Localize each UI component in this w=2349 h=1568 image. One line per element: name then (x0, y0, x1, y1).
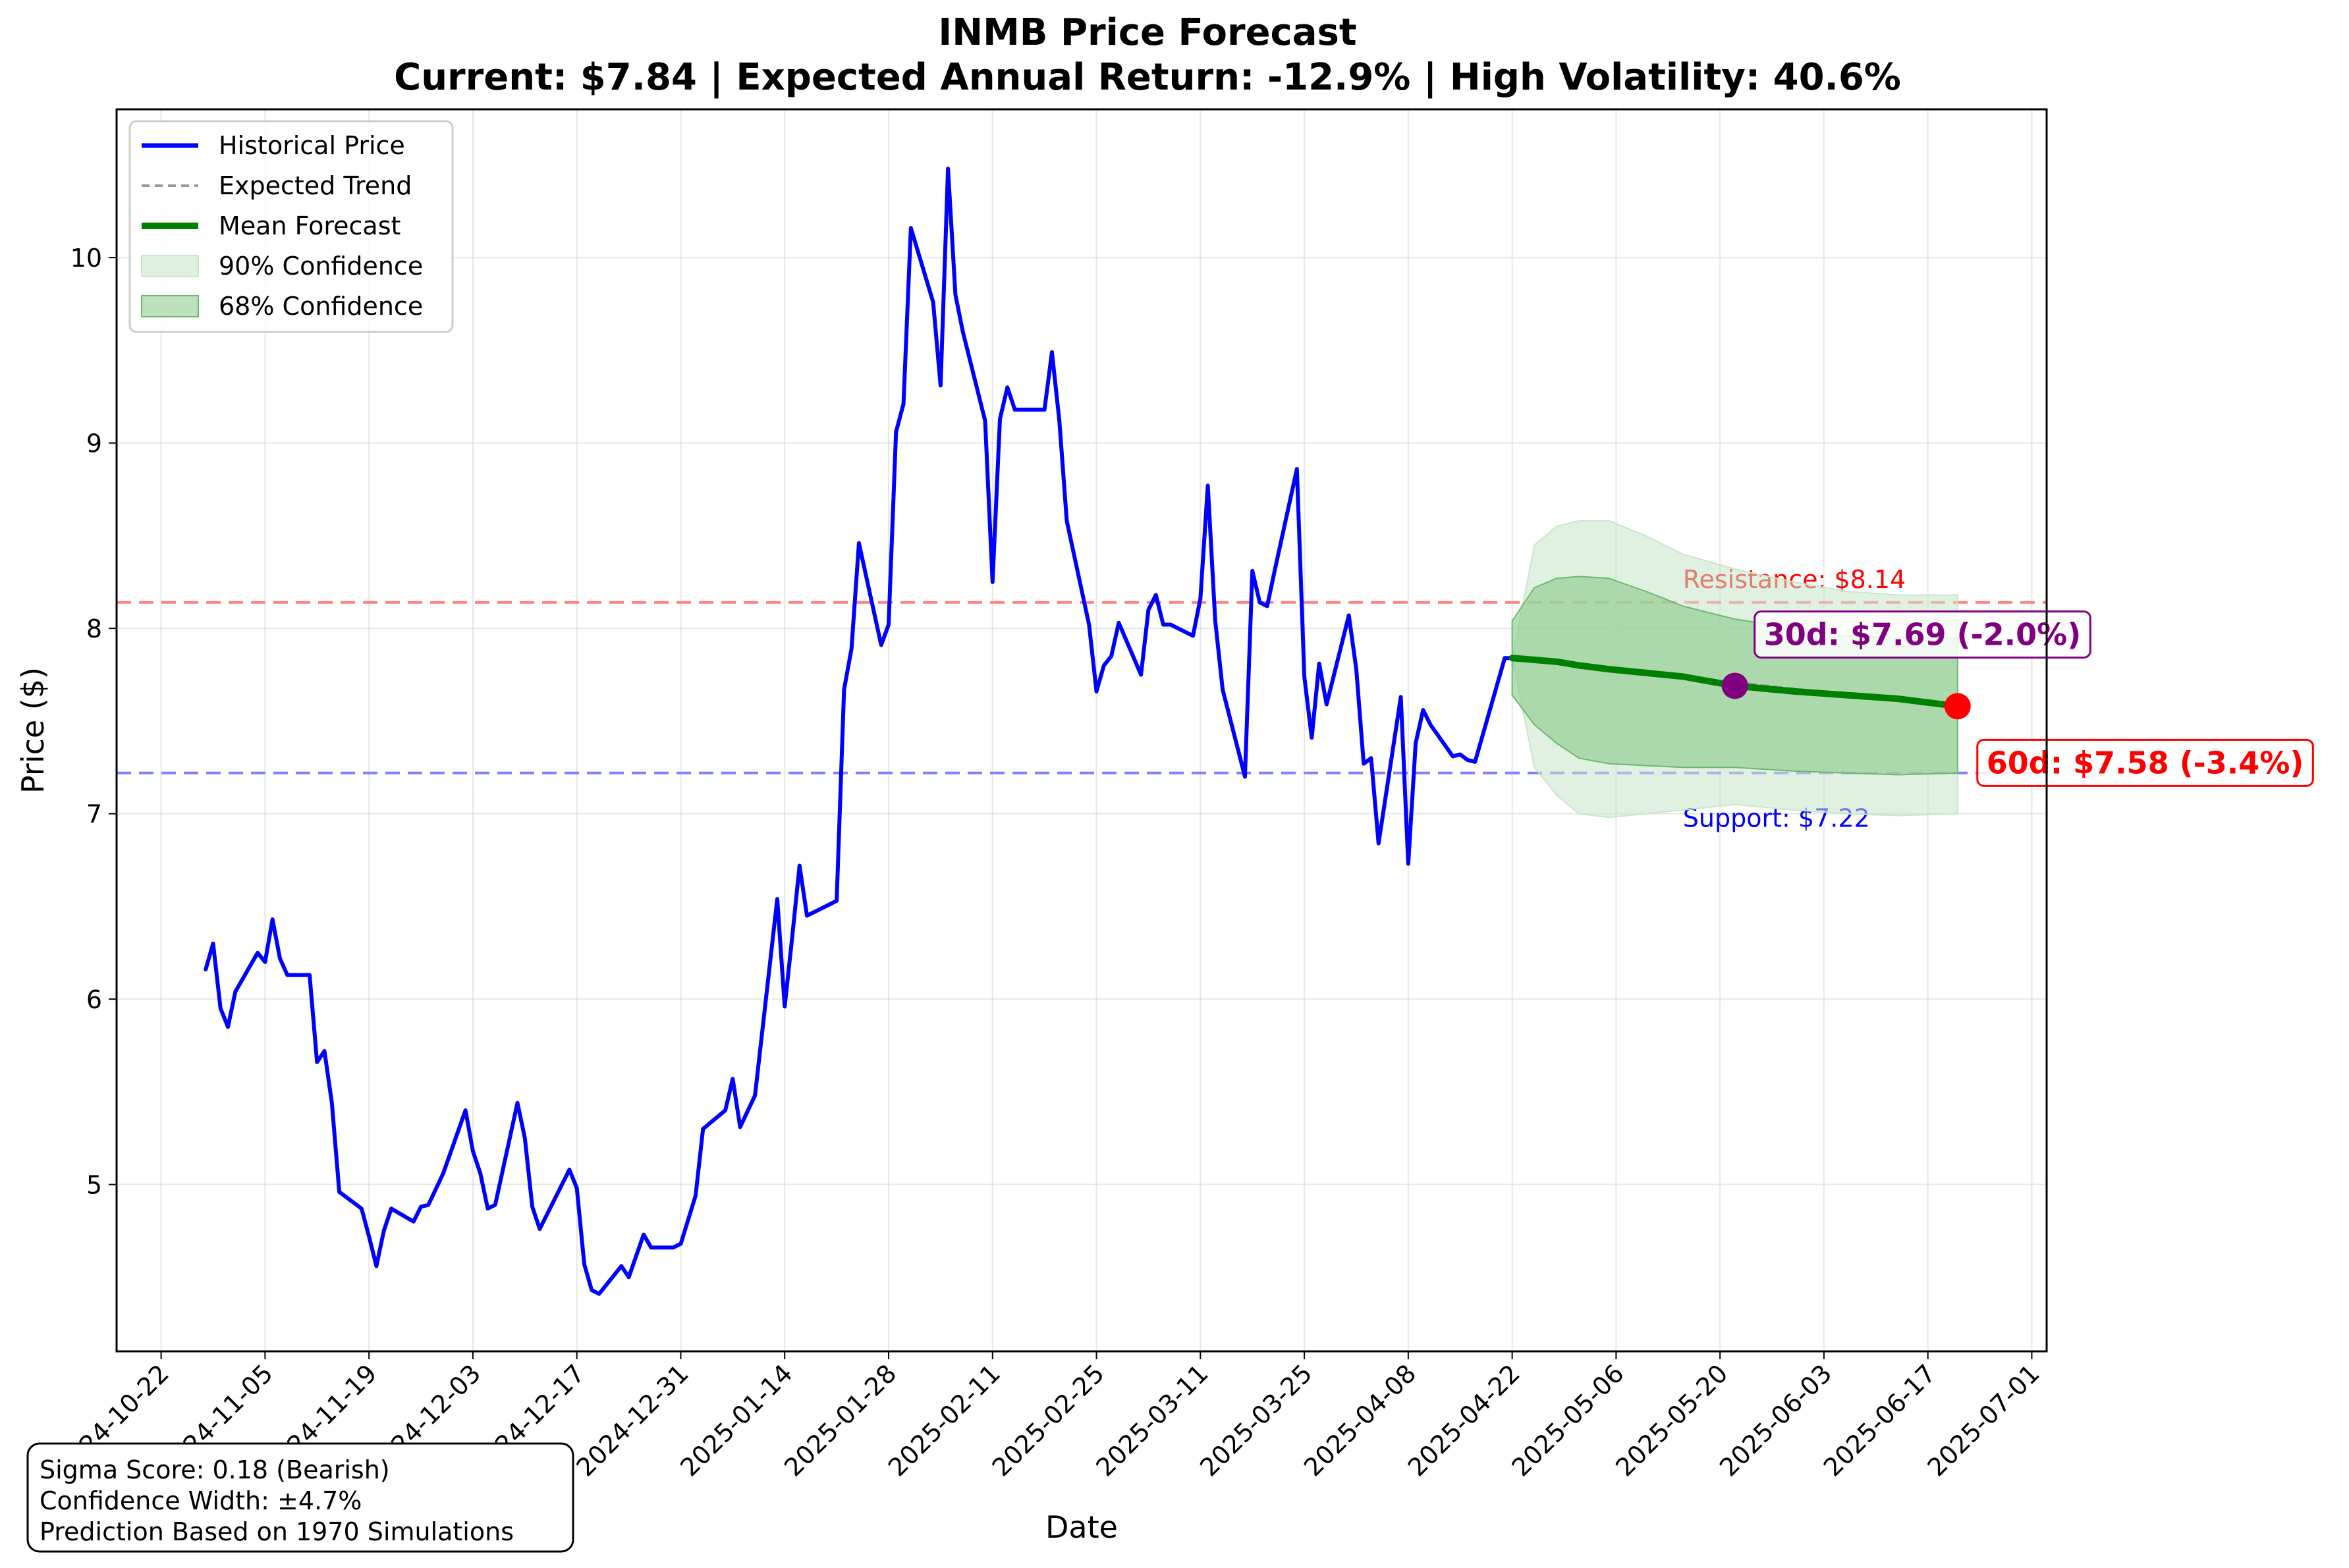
mean-forecast-line (1508, 655, 1961, 710)
marker-30d (1721, 672, 1748, 699)
legend-label-trend: Expected Trend (219, 171, 412, 200)
annotation-60d: 60d: $7.58 (-3.4%) (1976, 738, 2314, 787)
forecast-markers: 30d: $7.69 (-2.0%) 60d: $7.58 (-3.4%) (1721, 610, 2314, 787)
legend-label-forecast: Mean Forecast (219, 211, 401, 240)
annotation-60d-box (1976, 738, 2314, 787)
info-simulations: Prediction Based on 1970 Simulations (40, 1517, 514, 1546)
annotation-30d: 30d: $7.69 (-2.0%) (1754, 610, 2091, 659)
info-box-frame (26, 1442, 574, 1553)
info-box: Sigma Score: 0.18 (Bearish) Confidence W… (26, 1442, 574, 1553)
legend-swatch-ci90 (141, 255, 199, 277)
y-tick-label: 7 (86, 800, 102, 829)
historical-price-line (204, 167, 1514, 1296)
legend-swatch-ci68 (141, 295, 199, 317)
legend-label-ci90: 90% Confidence (219, 252, 423, 281)
y-tick-label: 6 (86, 985, 102, 1014)
legend: Historical Price Expected Trend Mean For… (128, 120, 454, 333)
annotation-30d-box (1754, 610, 2091, 659)
y-tick-label: 5 (86, 1171, 102, 1200)
annotation-60d-label: 60d: $7.58 (-3.4%) (1987, 745, 2304, 780)
legend-label-ci68: 68% Confidence (219, 292, 423, 321)
annotation-30d-label: 30d: $7.69 (-2.0%) (1764, 616, 2082, 652)
y-axis-label: Price ($) (15, 667, 51, 794)
info-confidence-width: Confidence Width: ±4.7% (40, 1486, 362, 1515)
y-tick-label: 9 (86, 429, 102, 458)
legend-frame (128, 120, 454, 333)
legend-label-historical: Historical Price (219, 131, 405, 160)
info-sigma-score: Sigma Score: 0.18 (Bearish) (40, 1455, 390, 1484)
x-axis-label: Date (1045, 1509, 1118, 1545)
y-tick-label: 8 (86, 614, 102, 643)
chart-subtitle: Current: $7.84 | Expected Annual Return:… (394, 56, 1901, 99)
plot-area-frame (115, 108, 2048, 1353)
y-tick-label: 10 (70, 244, 102, 273)
chart-title: INMB Price Forecast (938, 11, 1356, 54)
marker-60d (1944, 693, 1971, 720)
